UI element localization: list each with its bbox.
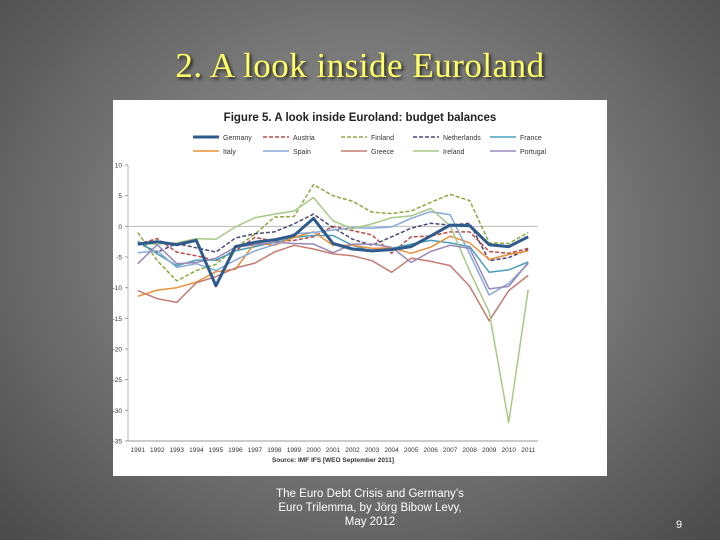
y-tick-label: -25 (113, 377, 122, 384)
y-tick-label: -35 (113, 439, 122, 446)
series-line-greece (137, 244, 529, 322)
legend-label-france: France (520, 135, 542, 142)
y-tick-label: 5 (118, 193, 122, 200)
series-line-austria (137, 225, 529, 262)
slide-title: 2. A look inside Euroland (175, 46, 545, 85)
x-tick-label: 2006 (423, 447, 438, 454)
y-tick-label: -15 (113, 316, 122, 323)
y-tick-label: -20 (113, 347, 122, 354)
y-tick-label: -30 (113, 408, 122, 415)
x-tick-label: 2004 (384, 447, 399, 454)
x-tick-label: 1996 (228, 447, 243, 454)
x-tick-label: 2008 (462, 447, 477, 454)
legend-label-italy: Italy (223, 149, 236, 156)
series-line-finland (137, 183, 529, 282)
x-tick-label: 2002 (345, 447, 360, 454)
x-tick-label: 2010 (501, 447, 516, 454)
x-tick-label: 2007 (443, 447, 458, 454)
x-tick-label: 1994 (189, 447, 204, 454)
y-tick-label: 0 (118, 224, 122, 231)
legend-label-ireland: Ireland (443, 149, 465, 156)
legend-label-germany: Germany (223, 135, 252, 142)
x-tick-label: 1998 (267, 447, 282, 454)
y-tick-label: -5 (116, 255, 122, 262)
series-line-netherlands (137, 213, 529, 262)
y-tick-label: -10 (113, 285, 122, 292)
x-tick-label: 1992 (150, 447, 165, 454)
series-line-germany (137, 216, 529, 288)
series-line-france (137, 234, 529, 274)
slide-number: 9 (676, 519, 683, 531)
x-tick-label: 2011 (521, 447, 535, 454)
x-tick-label: 2009 (482, 447, 497, 454)
x-tick-label: 1997 (248, 447, 263, 454)
series-line-portugal (137, 241, 529, 290)
y-tick-label: 10 (115, 163, 123, 170)
x-tick-label: 1999 (287, 447, 302, 454)
legend-label-finland: Finland (371, 135, 394, 142)
x-tick-label: 1995 (209, 447, 224, 454)
x-tick-label: 2005 (404, 447, 419, 454)
slide-caption: The Euro Debt Crisis and Germany’s Euro … (245, 487, 495, 529)
chart-title: Figure 5. A look inside Euroland: budget… (224, 112, 497, 124)
legend-label-greece: Greece (371, 149, 394, 156)
legend-label-spain: Spain (293, 149, 311, 156)
x-tick-label: 1991 (131, 447, 146, 454)
caption-line-1: The Euro Debt Crisis and Germany’s (276, 488, 464, 500)
budget-balance-chart: Figure 5. A look inside Euroland: budget… (113, 112, 547, 464)
legend-label-portugal: Portugal (520, 149, 547, 156)
x-tick-label: 2001 (326, 447, 341, 454)
series-line-spain (137, 210, 529, 296)
x-tick-label: 1993 (170, 447, 185, 454)
caption-line-3: May 2012 (344, 516, 396, 528)
chart-source: Source: IMF IFS [WEO September 2011] (272, 457, 394, 464)
x-tick-label: 2000 (306, 447, 321, 454)
legend-label-netherlands: Netherlands (443, 135, 481, 142)
chart-panel: Figure 5. A look inside Euroland: budget… (113, 100, 607, 476)
caption-line-2: Euro Trilemma, by Jörg Bibow Levy, (278, 502, 462, 514)
series-line-ireland (137, 196, 529, 424)
legend-label-austria: Austria (293, 135, 315, 142)
x-tick-label: 2003 (365, 447, 380, 454)
